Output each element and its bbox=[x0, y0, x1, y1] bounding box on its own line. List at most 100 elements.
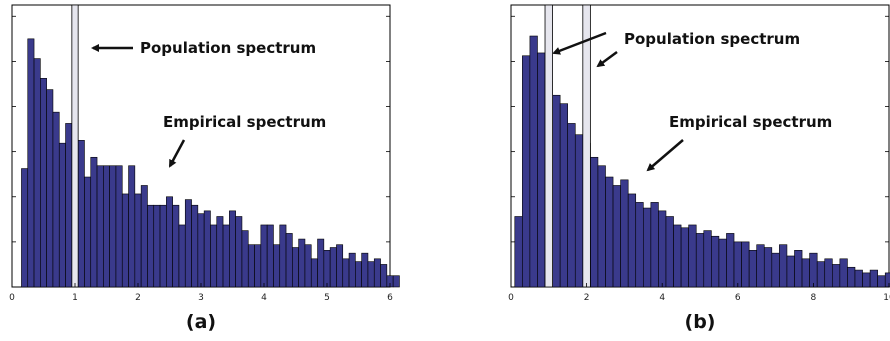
empirical-bar bbox=[247, 244, 255, 288]
x-tick-label: 6 bbox=[735, 293, 741, 303]
empirical-bar bbox=[298, 238, 306, 288]
histogram-b bbox=[514, 4, 890, 288]
x-axis-b: 0 2 4 6 8 10 bbox=[508, 283, 890, 303]
empirical-bar bbox=[329, 247, 337, 288]
empirical-bar bbox=[854, 269, 863, 288]
x-tick-label: 3 bbox=[198, 293, 204, 303]
empirical-bar bbox=[159, 204, 167, 288]
empirical-arrow bbox=[646, 139, 684, 172]
empirical-bar bbox=[786, 255, 795, 288]
empirical-bar bbox=[90, 156, 98, 288]
x-tick-label: 4 bbox=[261, 293, 267, 303]
empirical-bar bbox=[153, 204, 161, 288]
empirical-bar bbox=[52, 111, 60, 288]
empirical-bar bbox=[216, 216, 224, 288]
empirical-bar bbox=[627, 193, 637, 288]
empirical-bar bbox=[310, 258, 318, 288]
empirical-bar bbox=[658, 210, 667, 288]
empirical-bar bbox=[831, 264, 841, 288]
empirical-bar bbox=[620, 179, 629, 288]
x-axis-a: 0 1 2 3 4 5 6 bbox=[9, 283, 393, 303]
empirical-bar bbox=[552, 94, 561, 288]
caption-b: (b) bbox=[685, 311, 716, 333]
panel-b: 0 2 4 6 8 10 Population spectrum Empirical sp… bbox=[508, 4, 890, 333]
empirical-bar bbox=[304, 244, 312, 288]
empirical-bar bbox=[779, 244, 788, 288]
empirical-bar bbox=[392, 275, 400, 288]
empirical-bar bbox=[559, 103, 569, 288]
empirical-bar bbox=[529, 35, 538, 288]
empirical-bar bbox=[317, 238, 325, 288]
empirical-bar bbox=[27, 38, 35, 288]
empirical-bar bbox=[711, 235, 720, 288]
empirical-bar bbox=[254, 244, 262, 288]
empirical-bar bbox=[115, 165, 123, 288]
empirical-bar bbox=[172, 204, 180, 288]
caption-a: (a) bbox=[186, 311, 216, 333]
x-tick-label: 6 bbox=[387, 293, 393, 303]
empirical-bar bbox=[590, 156, 599, 288]
empirical-bar bbox=[367, 261, 375, 288]
empirical-bar bbox=[279, 224, 287, 288]
empirical-bar bbox=[537, 52, 546, 288]
histogram-a bbox=[21, 4, 400, 288]
empirical-bar bbox=[292, 247, 299, 288]
empirical-bar bbox=[178, 224, 186, 288]
empirical-bar bbox=[665, 216, 674, 288]
empirical-bar bbox=[166, 196, 173, 288]
empirical-bar bbox=[522, 55, 531, 288]
population-spectrum-label: Population spectrum bbox=[624, 30, 800, 48]
population-spectrum-label: Population spectrum bbox=[140, 39, 316, 57]
empirical-bar bbox=[567, 123, 576, 288]
population-arrow-1 bbox=[552, 31, 607, 55]
population-bar bbox=[544, 4, 553, 288]
empirical-bar bbox=[285, 233, 293, 288]
empirical-bar bbox=[121, 193, 129, 288]
empirical-bar bbox=[84, 176, 92, 288]
x-tick-label: 5 bbox=[324, 293, 330, 303]
empirical-bar bbox=[771, 252, 780, 288]
empirical-spectrum-label: Empirical spectrum bbox=[163, 113, 326, 131]
empirical-bar bbox=[635, 202, 644, 288]
empirical-bar bbox=[862, 272, 871, 288]
empirical-bar bbox=[733, 241, 742, 288]
empirical-bar bbox=[40, 78, 47, 288]
empirical-bar bbox=[109, 165, 117, 288]
empirical-bar bbox=[355, 261, 362, 288]
empirical-bar bbox=[763, 247, 773, 288]
empirical-bar bbox=[748, 250, 758, 288]
empirical-bar bbox=[191, 204, 199, 288]
empirical-bar bbox=[96, 165, 104, 288]
empirical-bar bbox=[336, 244, 344, 288]
x-tick-label: 0 bbox=[9, 293, 15, 303]
panel-a: 0 1 2 3 4 5 6 Population spectrum Empirical sp… bbox=[9, 4, 400, 333]
empirical-bar bbox=[33, 58, 41, 288]
empirical-bar bbox=[65, 123, 73, 288]
empirical-bar bbox=[673, 224, 682, 288]
empirical-bar bbox=[58, 142, 66, 288]
x-tick-label: 10 bbox=[883, 293, 890, 303]
empirical-spectrum-label: Empirical spectrum bbox=[669, 113, 832, 131]
empirical-bar bbox=[222, 224, 230, 288]
empirical-bar bbox=[260, 224, 268, 288]
empirical-bar bbox=[342, 258, 350, 288]
empirical-bar bbox=[380, 264, 388, 288]
empirical-bar bbox=[869, 269, 878, 288]
empirical-bar bbox=[703, 230, 712, 288]
empirical-bar bbox=[794, 250, 803, 288]
empirical-bar bbox=[273, 244, 281, 288]
empirical-bar bbox=[203, 210, 211, 288]
empirical-bar bbox=[642, 207, 652, 288]
empirical-bar bbox=[323, 250, 331, 288]
x-tick-label: 4 bbox=[659, 293, 665, 303]
empirical-bar bbox=[184, 199, 192, 288]
empirical-bar bbox=[46, 89, 54, 288]
empirical-bar bbox=[140, 185, 148, 288]
x-tick-label: 2 bbox=[584, 293, 590, 303]
empirical-bar bbox=[197, 213, 205, 288]
y-axis-a bbox=[12, 15, 390, 288]
empirical-bar bbox=[103, 165, 110, 288]
empirical-bar bbox=[514, 216, 523, 288]
empirical-bar bbox=[134, 193, 142, 288]
